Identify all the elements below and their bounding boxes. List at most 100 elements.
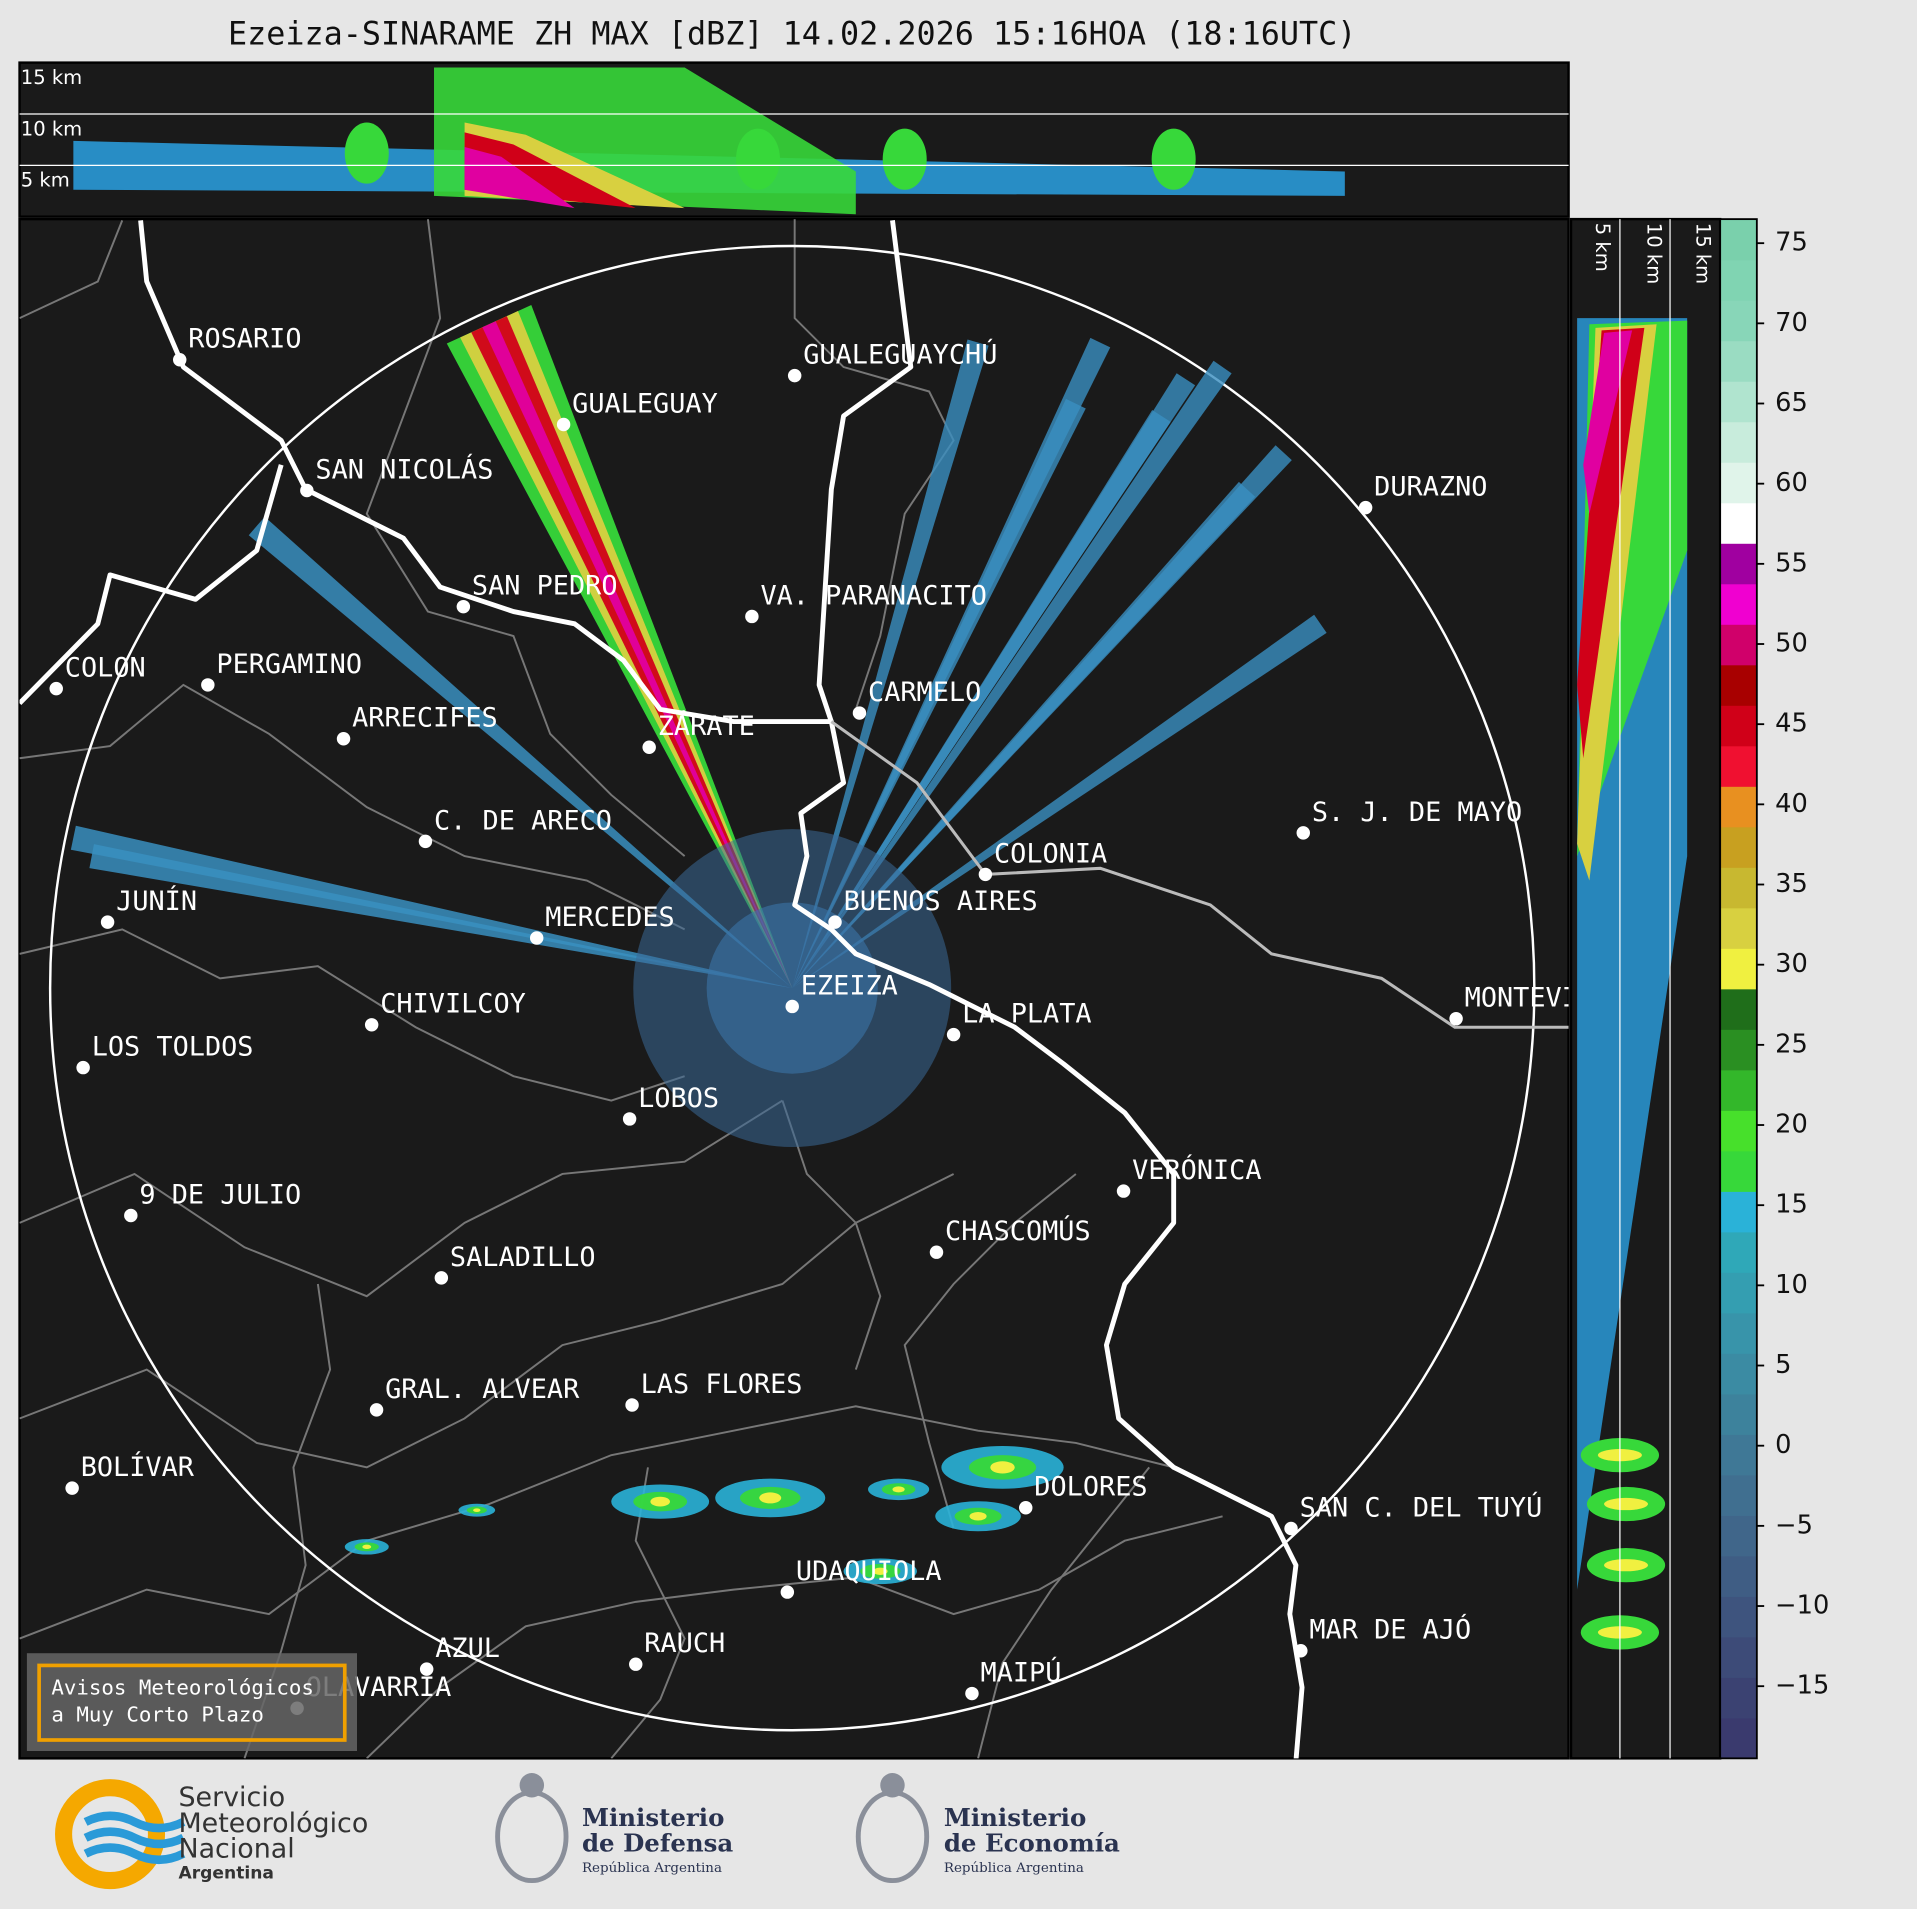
echo [1604,1559,1649,1572]
city-dot [965,1686,979,1701]
city-dot [65,1481,79,1495]
logo-text: Nacional [178,1834,294,1865]
radar-echoes [70,304,1327,1585]
colorbar-tick-label: −10 [1775,1591,1829,1621]
colorbar-band [1720,1150,1757,1192]
city-label: MERCEDES [545,902,674,933]
colorbar-band [1720,340,1757,382]
colorbar-band [1720,1677,1757,1719]
boundaries [19,219,1223,1759]
city-dot [642,740,656,754]
colorbar-band [1720,543,1757,585]
city-label: S. J. DE MAYO [1312,797,1522,828]
colorbar-band [1720,1353,1757,1395]
smn-logo: Servicio Meteorológico Nacional Argentin… [55,1779,368,1890]
city-dot [1294,1644,1308,1658]
city-label: UDAQUIOLA [796,1556,942,1587]
colorbar-band [1720,664,1757,706]
city-label: GUALEGUAY [572,388,718,419]
echo [882,128,927,190]
logo-text: República Argentina [582,1861,722,1876]
city-dot [828,915,842,929]
city-label: C. DE ARECO [434,805,612,836]
city-label: DOLORES [1034,1472,1147,1503]
colorbar-band [1720,1191,1757,1233]
colorbar-tick-label: −5 [1775,1510,1813,1540]
warning-box[interactable] [37,1663,347,1742]
logo-text: de Defensa [582,1829,733,1858]
colorbar-band [1720,1312,1757,1354]
economia-logo: Ministerio de Economía República Argenti… [855,1773,1120,1884]
colorbar-band [1720,219,1757,261]
range-ring [48,244,1536,1732]
logo-text: Servicio [178,1782,285,1813]
colorbar-band [1720,1393,1757,1435]
colorbar-tick-label: 70 [1775,308,1808,338]
city-dot [978,867,993,882]
city-dot [946,1027,961,1042]
warning-text: Avisos Meteorológicos [51,1676,314,1700]
echo [892,1486,905,1493]
echo [759,1492,782,1504]
city-dot [1449,1011,1463,1026]
colorbar-band [1720,867,1757,909]
logo-wave [83,1827,186,1849]
colorbar-tick-label: 40 [1775,789,1808,819]
coastlines [19,220,1305,1759]
echo [650,1496,670,1507]
title: Ezeiza-SINARAME ZH MAX [dBZ] 14.02.2026 … [228,17,1356,53]
logo-text: Ministerio [582,1803,724,1832]
echo [464,146,575,209]
colorbar-band [1720,1029,1757,1071]
city-label: BUENOS AIRES [844,886,1038,917]
colorbar-band [1720,381,1757,423]
colorbar-band [1720,502,1757,544]
city-dot [745,609,759,624]
logo-wave [83,1811,186,1833]
logo-wave [83,1843,186,1865]
city-dot [785,999,799,1014]
colorbar-tick-label: 0 [1775,1430,1791,1460]
city-label: 9 DE JULIO [139,1179,301,1210]
height-label: 15 km [21,66,82,89]
logo-text: Meteorológico [178,1808,368,1839]
echo [344,122,389,184]
city-dot [300,483,314,498]
city-dot [529,931,544,945]
colorbar-tick-label: 60 [1775,468,1808,498]
colorbar-tick-label: 35 [1775,869,1808,899]
echo [248,516,793,989]
echo [1577,327,1645,759]
city-dot [1116,1184,1131,1198]
colorbar-band [1720,421,1757,463]
colorbar-tick-label: 25 [1775,1029,1808,1059]
echo [70,825,793,989]
warning-text: a Muy Corto Plazo [51,1703,264,1727]
colorbar-tick-label: 30 [1775,949,1808,979]
echo [460,311,793,989]
colorbar-tick-label: −15 [1775,1671,1829,1701]
city-dot [929,1245,944,1259]
city-dot [369,1403,384,1417]
colorbar-band [1720,624,1757,666]
logo-sun [880,1773,905,1798]
city-dot [1296,826,1310,840]
side-echoes [1577,318,1688,1650]
height-label: 5 km [21,169,70,192]
logo-text: Ministerio [944,1803,1086,1832]
colorbar-band [1720,1636,1757,1678]
city-label: CHASCOMÚS [945,1215,1091,1247]
city-label: LOS TOLDOS [92,1032,254,1063]
colorbar-band [1720,1110,1757,1152]
colorbar-tick-label: 10 [1775,1270,1808,1300]
echo [362,1544,372,1550]
echo [482,321,793,989]
city-dot [172,352,187,367]
coastline [830,720,1569,1029]
city-dot [419,1662,434,1676]
echo [1604,1497,1649,1511]
city-label: MAIPÚ [981,1656,1062,1688]
